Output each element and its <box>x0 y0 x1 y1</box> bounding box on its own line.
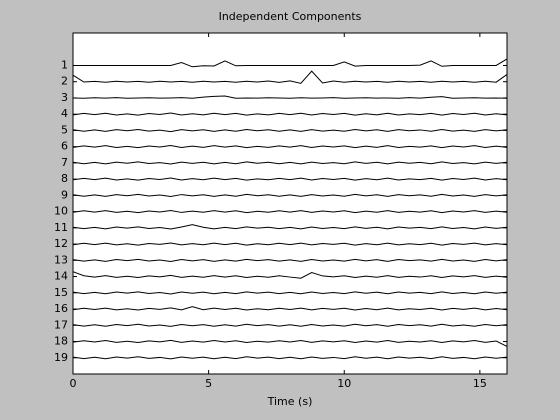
y-tick-label: 17 <box>54 318 68 331</box>
x-axis-label: Time (s) <box>267 395 313 408</box>
trace-line <box>72 193 508 198</box>
trace-line <box>72 70 508 84</box>
y-tick-label: 18 <box>54 335 68 348</box>
plot-area <box>72 32 508 375</box>
chart-title: Independent Components <box>219 10 362 23</box>
trace-line <box>72 112 508 116</box>
trace-line <box>72 95 508 99</box>
trace-line <box>72 258 508 262</box>
trace-line <box>72 306 508 311</box>
y-tick-label: 10 <box>54 205 68 218</box>
trace-line <box>73 58 508 68</box>
trace-line <box>72 242 508 246</box>
trace-line <box>72 339 508 347</box>
y-tick-label: 3 <box>61 91 68 104</box>
trace-line <box>72 356 508 360</box>
y-tick-label: 1 <box>61 58 68 71</box>
y-tick-label: 9 <box>61 188 68 201</box>
y-tick-label: 8 <box>61 172 68 185</box>
trace-line <box>72 161 508 165</box>
trace-line <box>72 145 508 149</box>
trace-line <box>72 128 508 133</box>
x-tick-label: 5 <box>205 377 212 390</box>
x-tick-label: 15 <box>473 377 487 390</box>
y-tick-label: 5 <box>61 123 68 136</box>
trace-line <box>72 224 508 230</box>
y-tick-label: 13 <box>54 253 68 266</box>
trace-line <box>72 271 508 279</box>
y-tick-label: 14 <box>54 270 68 283</box>
trace-line <box>72 323 508 327</box>
y-tick-label: 15 <box>54 286 68 299</box>
y-tick-label: 19 <box>54 351 68 364</box>
x-tick-label: 0 <box>70 377 77 390</box>
y-tick-label: 6 <box>61 140 68 153</box>
y-tick-label: 2 <box>61 75 68 88</box>
y-tick-label: 12 <box>54 237 68 250</box>
trace-line <box>72 209 508 214</box>
trace-line <box>72 291 508 295</box>
trace-line <box>72 177 508 181</box>
y-tick-label: 16 <box>54 302 68 315</box>
y-tick-label: 4 <box>61 107 68 120</box>
y-tick-label: 7 <box>61 156 68 169</box>
x-tick-label: 10 <box>337 377 351 390</box>
y-tick-label: 11 <box>54 221 68 234</box>
